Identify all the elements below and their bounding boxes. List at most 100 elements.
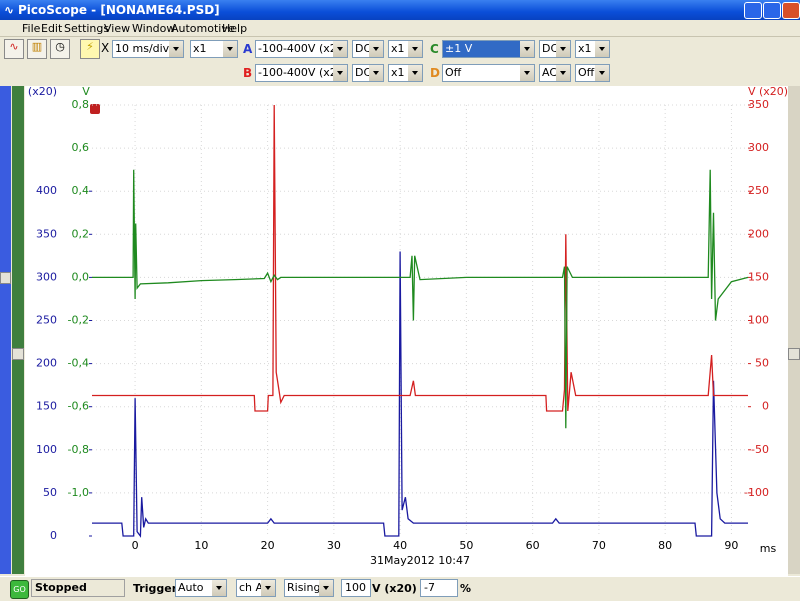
- y3-tick-label: 0,2: [72, 227, 90, 240]
- y3-tick-label: 0,6: [72, 141, 90, 154]
- channel-letter: B: [243, 66, 253, 80]
- y-tick-label: 300: [36, 270, 57, 283]
- channel-letter: C: [430, 42, 439, 56]
- close-button[interactable]: [782, 2, 800, 19]
- channel-range: -100-400V (x20): [258, 42, 348, 55]
- maximize-button[interactable]: [763, 2, 781, 19]
- channel-probe-select[interactable]: x1: [575, 40, 610, 58]
- offset-handle[interactable]: [788, 348, 800, 360]
- y-tick-label: 100: [36, 443, 57, 456]
- x-tick-label: 80: [658, 539, 672, 552]
- channel-b-offset-strip[interactable]: [0, 86, 11, 574]
- channel-range-select[interactable]: -100-400V (x20): [255, 40, 348, 58]
- app-icon: ∿: [4, 3, 15, 17]
- x-tick-label: 70: [592, 539, 606, 552]
- trigger-label: Trigger: [133, 582, 178, 595]
- offset-handle[interactable]: [12, 348, 24, 360]
- offset-handle[interactable]: [0, 272, 11, 284]
- trigger-channel-select[interactable]: ch A: [236, 579, 276, 597]
- zoom-select[interactable]: x1: [190, 40, 238, 58]
- y2-axis-label: V (x20): [748, 86, 788, 98]
- channel-range-select[interactable]: Off: [442, 64, 535, 82]
- y-tick-label: 400: [36, 184, 57, 197]
- channel-range: -100-400V (x20): [258, 66, 348, 79]
- trigger-edge: Rising: [287, 581, 321, 594]
- y3-tick-label: 0,8: [72, 98, 90, 111]
- spectrum-mode-button[interactable]: ▥: [27, 39, 47, 59]
- channel-coupling: AC: [542, 66, 558, 79]
- menu-item[interactable]: Automotive: [171, 22, 235, 35]
- channel-coupling-select[interactable]: DC: [352, 64, 384, 82]
- channel-letter: A: [243, 42, 253, 56]
- channel-probe-select[interactable]: x1: [388, 40, 423, 58]
- trace: [92, 169, 749, 429]
- channel-probe: x1: [391, 66, 405, 79]
- channel-c-offset-strip[interactable]: [12, 86, 24, 574]
- pretrigger[interactable]: -7: [420, 579, 458, 597]
- channel-a-offset-strip[interactable]: [788, 86, 800, 574]
- channel-coupling: DC: [355, 42, 372, 55]
- x-tick-label: 10: [194, 539, 208, 552]
- channel-letter: D: [430, 66, 440, 80]
- menu-item[interactable]: Settings: [64, 22, 110, 35]
- trigger-edge-select[interactable]: Rising: [284, 579, 334, 597]
- timebase-select[interactable]: 10 ms/div: [112, 40, 184, 58]
- title-bar: ∿ PicoScope - [NONAME64.PSD]: [0, 0, 800, 20]
- menu-bar: File Edit Settings View Window Automotiv…: [0, 20, 800, 37]
- run-state: Stopped: [31, 579, 125, 597]
- channel-range-select[interactable]: ±1 V: [442, 40, 535, 58]
- y-tick-label: 200: [36, 357, 57, 370]
- channel-range: Off: [445, 66, 462, 79]
- channel-probe-select[interactable]: x1: [388, 64, 423, 82]
- channel-probe: x1: [391, 42, 405, 55]
- trigger-icon[interactable]: ⚡: [80, 39, 100, 59]
- window-title: PicoScope - [NONAME64.PSD]: [18, 3, 220, 17]
- y3-axis-label: V: [82, 86, 90, 98]
- pretrigger-unit: %: [460, 582, 472, 595]
- y2-tick-label: -100: [744, 486, 769, 499]
- trigger-level[interactable]: 100: [341, 579, 371, 597]
- channel-coupling: DC: [542, 42, 559, 55]
- menu-item[interactable]: Edit: [41, 22, 63, 35]
- x-tick-label: 0: [132, 539, 139, 552]
- scope-mode-button[interactable]: ∿: [4, 39, 24, 59]
- minimize-button[interactable]: [744, 2, 762, 19]
- y3-tick-label: -0,8: [68, 443, 89, 456]
- channel-coupling-select[interactable]: DC: [539, 40, 571, 58]
- y-tick-label: 350: [36, 227, 57, 240]
- y2-tick-label: -50: [751, 443, 769, 456]
- zoom: x1: [193, 42, 207, 55]
- y3-tick-label: 0,0: [72, 270, 90, 283]
- timebase: 10 ms/div: [115, 42, 170, 55]
- y-tick-label: 150: [36, 400, 57, 413]
- y2-tick-label: 100: [748, 314, 769, 327]
- menu-item[interactable]: View: [104, 22, 131, 35]
- trace: [92, 251, 748, 538]
- y-tick-label: 50: [43, 486, 57, 499]
- channel-coupling-select[interactable]: DC: [352, 40, 384, 58]
- x-tick-label: 20: [261, 539, 275, 552]
- go-button[interactable]: GO: [10, 580, 29, 599]
- meter-mode-button[interactable]: ◷: [50, 39, 70, 59]
- x-tick-label: 50: [459, 539, 473, 552]
- menu-item[interactable]: Window: [132, 22, 176, 35]
- timestamp: 31May2012 10:47: [370, 554, 470, 567]
- warning-badge: [90, 104, 100, 114]
- y2-tick-label: 250: [748, 184, 769, 197]
- menu-item[interactable]: File: [22, 22, 41, 35]
- scope-chart: ms 31May2012 10:47 V (x20) V V (x20) -1,…: [25, 86, 788, 576]
- trigger-mode-select[interactable]: Auto: [175, 579, 227, 597]
- trace: [92, 104, 748, 412]
- y2-tick-label: 50: [755, 357, 769, 370]
- x-axis-label: ms: [760, 542, 777, 555]
- trigger-mode: Auto: [178, 581, 204, 594]
- y-axis-label: V (x20): [25, 86, 57, 98]
- y3-tick-label: -0,6: [68, 400, 89, 413]
- y2-tick-label: 0: [762, 400, 769, 413]
- menu-item[interactable]: Help: [222, 22, 248, 35]
- channel-coupling-select[interactable]: AC: [539, 64, 571, 82]
- channel-range-select[interactable]: -100-400V (x20): [255, 64, 348, 82]
- channel-probe-select[interactable]: Off: [575, 64, 610, 82]
- channel-coupling: DC: [355, 66, 372, 79]
